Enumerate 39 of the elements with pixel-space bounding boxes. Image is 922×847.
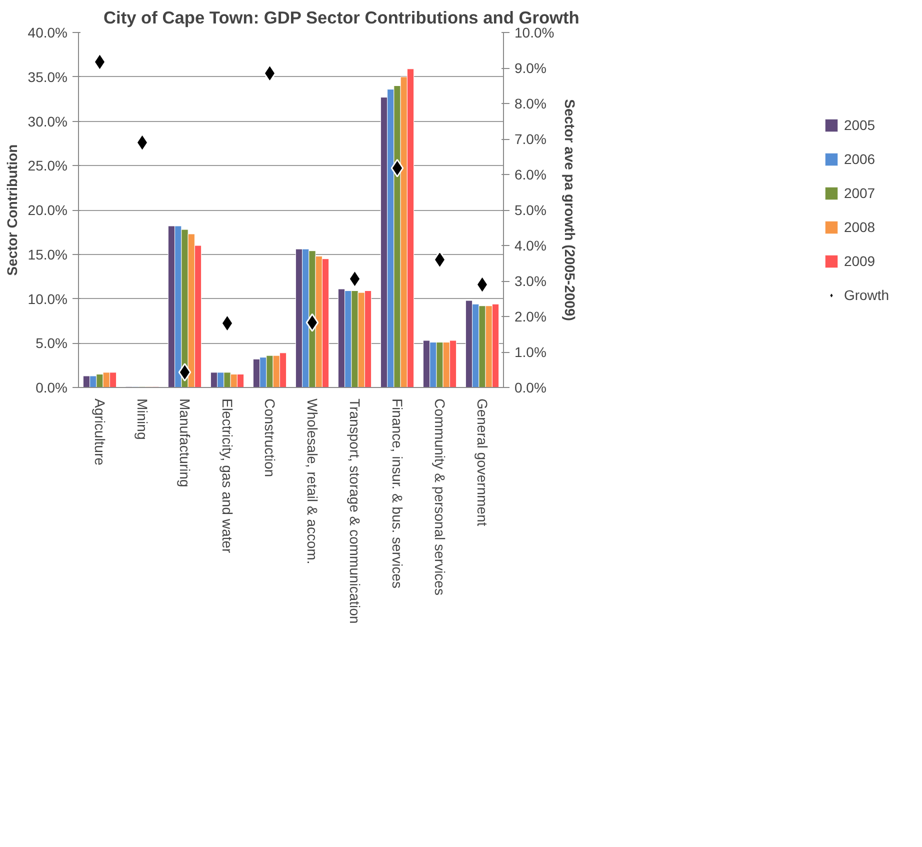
y-axis-title: Sector Contribution	[4, 144, 20, 276]
y2-tick-label: 7.0%	[514, 131, 546, 147]
y2-tick-label: 4.0%	[514, 238, 546, 254]
y-tick-label: 40.0%	[28, 24, 68, 40]
y-tick-label: 10.0%	[28, 290, 68, 307]
y2-tick-label: 3.0%	[514, 273, 546, 289]
legend-label: Growth	[844, 286, 890, 302]
x-tick-label: Construction	[262, 398, 278, 478]
y-tick-label: 30.0%	[28, 113, 68, 130]
x-tick-label: Wholesale, retail & accom.	[304, 398, 320, 564]
y-tick-label: 15.0%	[28, 246, 68, 262]
legend-label: 2005	[844, 116, 876, 132]
y2-tick-label: 2.0%	[514, 308, 546, 324]
y2-tick-label: 1.0%	[514, 344, 546, 360]
legend-label: 2006	[844, 150, 876, 166]
y2-tick-label: 9.0%	[514, 60, 546, 76]
x-tick-label: General government	[474, 398, 490, 526]
x-tick-label: Transport, storage & communication	[346, 398, 363, 624]
legend-label: 2007	[844, 184, 876, 200]
y2-axis-title: Sector ave pa growth (2005-2009)	[562, 99, 578, 321]
y-tick-label: 20.0%	[28, 202, 68, 218]
y2-tick-label: 0.0%	[514, 380, 546, 396]
legend-label: 2009	[844, 252, 876, 268]
y-tick-label: 0.0%	[36, 380, 68, 396]
x-tick-label: Finance, insur. & bus. services	[389, 398, 406, 588]
y-tick-label: 35.0%	[28, 68, 68, 85]
y2-tick-label: 10.0%	[514, 24, 554, 40]
chart-title: City of Cape Town: GDP Sector Contributions and Growth	[104, 8, 580, 28]
y2-tick-label: 6.0%	[514, 166, 546, 182]
x-tick-label: Agriculture	[92, 398, 108, 466]
x-tick-label: Mining	[134, 398, 150, 440]
x-tick-label: Electricity, gas and water	[219, 398, 236, 554]
x-tick-label: Manufacturing	[176, 398, 193, 488]
y-tick-label: 5.0%	[36, 335, 68, 352]
y-tick-label: 25.0%	[28, 158, 68, 174]
y2-tick-label: 8.0%	[514, 96, 546, 112]
x-tick-label: Community & personal services	[432, 398, 448, 596]
legend-label: 2008	[844, 218, 876, 234]
y2-tick-label: 5.0%	[514, 202, 546, 218]
